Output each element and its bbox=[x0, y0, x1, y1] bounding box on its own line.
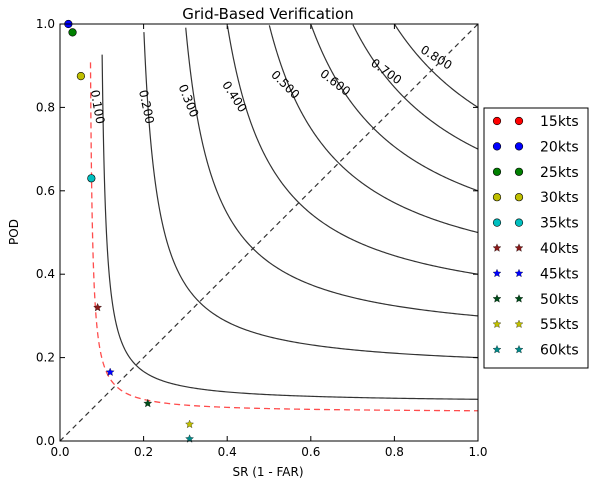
legend-marker bbox=[514, 218, 524, 227]
x-axis-label: SR (1 - FAR) bbox=[232, 465, 303, 479]
chart-title: Grid-Based Verification bbox=[182, 5, 353, 23]
legend-label: 60kts bbox=[540, 343, 579, 359]
csi-contour-3 bbox=[226, 25, 478, 275]
legend-marker bbox=[492, 193, 502, 202]
marker-55kts bbox=[185, 419, 194, 429]
x-tick-label: 1.0 bbox=[468, 445, 487, 459]
reference-lines bbox=[60, 24, 478, 441]
legend-label: 25kts bbox=[540, 165, 579, 181]
marker-50kts bbox=[143, 398, 153, 408]
legend-label: 20kts bbox=[540, 139, 579, 155]
legend-marker bbox=[514, 167, 524, 176]
legend-marker bbox=[492, 345, 502, 354]
y-tick-label: 0.4 bbox=[36, 267, 55, 281]
csi-contours: 0.100 0.200 0.300 0.400 0.500 0.600 0.700 0.800 bbox=[88, 24, 478, 400]
y-tick-label: 0.0 bbox=[36, 434, 55, 448]
csi-contour-1 bbox=[143, 32, 478, 359]
legend-marker bbox=[492, 268, 502, 278]
legend-marker bbox=[514, 268, 524, 278]
legend-marker bbox=[492, 294, 502, 303]
csi-contour-4 bbox=[268, 25, 478, 234]
legend-marker bbox=[492, 243, 502, 252]
csi-contour-0 bbox=[101, 54, 478, 400]
legend-label: 35kts bbox=[540, 216, 579, 232]
legend-label: 40kts bbox=[540, 241, 579, 257]
legend-marker bbox=[514, 142, 524, 151]
marker-45kts bbox=[105, 367, 115, 376]
csi-contour-5 bbox=[310, 24, 478, 192]
x-tick-label: 0.6 bbox=[301, 445, 320, 459]
x-tick-label: 0.4 bbox=[218, 445, 237, 459]
legend-marker bbox=[514, 243, 524, 252]
marker-30kts bbox=[76, 72, 85, 81]
legend-marker bbox=[514, 294, 524, 303]
legend-marker bbox=[492, 116, 502, 126]
fit-curve bbox=[89, 62, 478, 412]
y-tick-label: 0.8 bbox=[36, 100, 55, 114]
legend-marker bbox=[514, 193, 524, 202]
x-tick-label: 0.0 bbox=[50, 445, 69, 459]
x-tick-label: 0.2 bbox=[134, 445, 153, 459]
csi-contour-6 bbox=[352, 24, 478, 150]
legend: 15kts 20kts 25kts 30kts 35kts 40kts 45kts 50kts… bbox=[483, 107, 589, 369]
legend-marker bbox=[492, 218, 502, 227]
marker-35kts bbox=[87, 174, 96, 183]
legend-marker bbox=[514, 319, 524, 328]
csi-contour-7 bbox=[394, 24, 478, 108]
y-tick-label: 0.6 bbox=[36, 184, 55, 198]
legend-marker bbox=[514, 345, 524, 354]
y-axis-label: POD bbox=[7, 219, 21, 245]
diagonal-reference-line bbox=[60, 24, 478, 441]
legend-marker bbox=[492, 319, 502, 328]
legend-box bbox=[483, 107, 589, 369]
axes: 0.0 0.2 0.4 0.6 0.8 1.0 0.0 0.2 0.4 0.6 0.8 1.0 bbox=[36, 17, 488, 459]
legend-marker bbox=[492, 142, 502, 151]
csi-contour-label: 0.200 bbox=[136, 89, 157, 126]
x-tick-label: 0.8 bbox=[385, 445, 404, 459]
legend-label: 15kts bbox=[540, 114, 579, 130]
y-tick-label: 0.2 bbox=[36, 351, 55, 365]
marker-25kts bbox=[68, 28, 77, 37]
marker-40kts bbox=[93, 302, 102, 312]
legend-marker bbox=[514, 116, 524, 126]
csi-contour-label: 0.100 bbox=[88, 89, 108, 125]
y-tick-label: 1.0 bbox=[36, 17, 55, 31]
csi-contour-2 bbox=[185, 27, 478, 317]
legend-label: 45kts bbox=[540, 266, 579, 282]
legend-label: 50kts bbox=[540, 292, 579, 308]
plot-frame bbox=[59, 23, 479, 442]
legend-marker bbox=[492, 167, 502, 176]
legend-label: 30kts bbox=[540, 190, 579, 206]
legend-label: 55kts bbox=[540, 317, 579, 333]
data-markers bbox=[64, 19, 194, 443]
